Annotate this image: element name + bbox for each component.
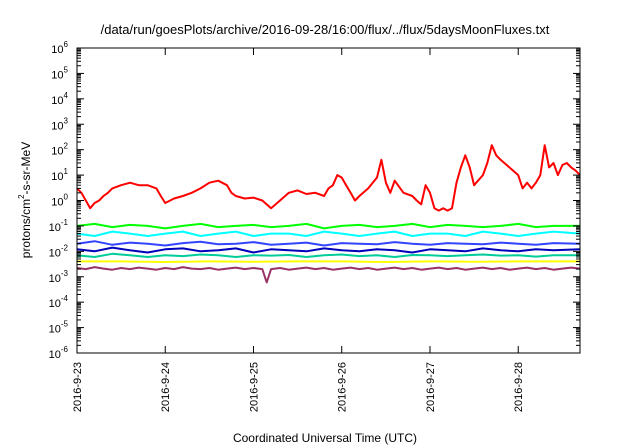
y-tick-exponent: 6 [64,40,69,49]
y-tick-exponent: 0 [64,193,69,202]
x-tick-label: 2016-9-25 [248,362,260,412]
y-tick-exponent: 4 [64,91,69,100]
series-line-1 [76,144,581,212]
series-line-3 [76,230,581,237]
y-tick-label: 105 [51,65,68,81]
x-tick-label: 2016-9-26 [337,362,349,412]
y-tick-label: 10-3 [49,269,69,285]
y-tick-base: 10 [49,324,61,336]
y-tick-label: 10-4 [49,294,69,310]
series-line-5 [76,246,581,254]
y-tick-label: 10-1 [49,218,69,234]
series-layer [76,144,581,284]
y-tick-exponent: -6 [61,345,69,354]
y-tick-label: 102 [51,142,68,158]
series-line-6 [76,252,580,258]
y-tick-exponent: 2 [64,142,69,151]
y-tick-exponent: 1 [64,167,69,176]
y-tick-exponent: -3 [61,269,69,278]
chart-title: /data/run/goesPlots/archive/2016-09-28/1… [101,22,550,37]
x-tick-label: 2016-9-27 [425,362,437,412]
x-tick-label: 2016-9-23 [72,362,84,412]
y-tick-exponent: -1 [61,218,69,227]
series-line-7 [77,260,580,263]
y-tick-base: 10 [49,349,61,361]
y-axis-label: protons/cm2-s-sr-MeV [17,142,33,258]
y-tick-base: 10 [49,222,61,234]
y-tick-base: 10 [51,171,63,183]
y-tick-exponent: -5 [61,320,69,329]
y-tick-base: 10 [51,69,63,81]
y-axis: 10-610-510-410-310-210-11001011021031041… [49,40,580,361]
y-tick-label: 101 [51,167,68,183]
y-tick-base: 10 [51,95,63,107]
y-tick-base: 10 [51,44,63,56]
plot-frame [76,47,581,354]
y-tick-base: 10 [51,197,63,209]
y-tick-exponent: 5 [64,65,69,74]
y-axis-label-pre: protons/cm [19,199,33,258]
y-tick-label: 103 [51,116,68,132]
y-tick-base: 10 [49,298,61,310]
y-tick-base: 10 [49,273,61,285]
series-line-2 [76,222,580,230]
y-tick-label: 10-5 [49,320,69,336]
y-tick-base: 10 [51,146,63,158]
y-tick-label: 100 [51,193,68,209]
y-tick-label: 106 [51,40,68,56]
y-tick-exponent: -4 [61,294,69,303]
y-axis-label-post: -s-sr-MeV [19,142,33,195]
y-tick-label: 10-2 [49,243,69,259]
y-tick-base: 10 [51,120,63,132]
x-axis-label: Coordinated Universal Time (UTC) [233,431,417,445]
y-tick-label: 104 [51,91,68,107]
x-tick-label: 2016-9-24 [160,362,172,412]
y-axis-label-sup: 2 [17,194,26,199]
y-tick-exponent: -2 [61,243,69,252]
series-line-8 [76,266,581,284]
series-line-4 [76,240,581,247]
y-tick-base: 10 [49,247,61,259]
y-tick-exponent: 3 [64,116,69,125]
x-axis: 2016-9-23 2016-9-24 2016-9-25 2016-9-26 2016… [72,48,525,412]
y-tick-label: 10-6 [49,345,69,361]
x-tick-label: 2016-9-28 [513,362,525,412]
